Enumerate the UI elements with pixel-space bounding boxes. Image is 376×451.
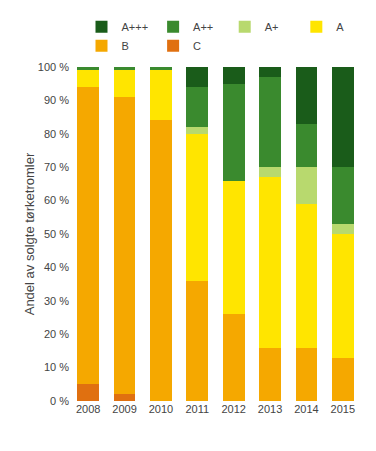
svg-text:100 %: 100 %	[38, 61, 69, 73]
svg-text:10 %: 10 %	[44, 361, 69, 373]
svg-text:70 %: 70 %	[44, 161, 69, 173]
svg-text:2015: 2015	[331, 403, 355, 415]
svg-text:80 %: 80 %	[44, 128, 69, 140]
svg-text:2010: 2010	[149, 403, 173, 415]
svg-text:20 %: 20 %	[44, 328, 69, 340]
svg-text:A: A	[336, 21, 344, 33]
svg-text:30 %: 30 %	[44, 295, 69, 307]
svg-text:A+++: A+++	[122, 21, 149, 33]
svg-text:60 %: 60 %	[44, 194, 69, 206]
svg-text:50 %: 50 %	[44, 228, 69, 240]
svg-text:2009: 2009	[112, 403, 136, 415]
svg-text:40 %: 40 %	[44, 261, 69, 273]
svg-text:0 %: 0 %	[50, 395, 69, 407]
svg-text:B: B	[122, 40, 129, 52]
svg-text:A+: A+	[265, 21, 279, 33]
svg-text:90 %: 90 %	[44, 94, 69, 106]
svg-text:A++: A++	[193, 21, 213, 33]
svg-text:2013: 2013	[258, 403, 282, 415]
svg-text:Andel av solgte tørketromler: Andel av solgte tørketromler	[22, 152, 37, 315]
svg-text:2011: 2011	[185, 403, 209, 415]
svg-text:2014: 2014	[294, 403, 318, 415]
svg-text:2008: 2008	[76, 403, 100, 415]
svg-text:C: C	[193, 40, 201, 52]
svg-text:2012: 2012	[221, 403, 245, 415]
